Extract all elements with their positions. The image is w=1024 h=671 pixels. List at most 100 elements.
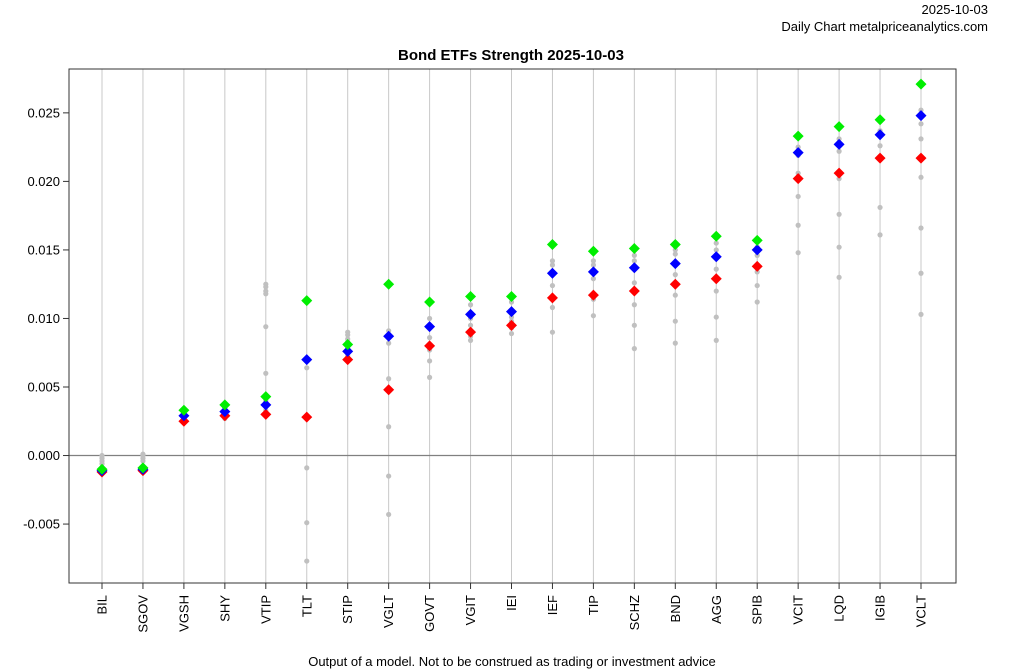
x-tick-label-shy: SHY: [217, 595, 232, 622]
history-point-lqd: [836, 274, 842, 280]
marker-green-stip: [342, 339, 354, 351]
history-point-vclt: [918, 174, 924, 180]
chart-title: Bond ETFs Strength 2025-10-03: [398, 47, 624, 64]
marker-red-igib: [874, 152, 886, 164]
marker-green-shy: [219, 399, 231, 411]
history-point-vcit: [795, 250, 801, 256]
history-point-vglt: [386, 511, 392, 518]
x-tick-label-vgsh: VGSH: [176, 595, 191, 632]
x-tick-label-ief: IEF: [545, 595, 560, 615]
history-point-schz: [631, 302, 637, 308]
marker-blue-schz: [628, 262, 640, 274]
history-point-tlt: [304, 365, 310, 371]
history-point-bnd: [672, 272, 678, 278]
marker-blue-vcit: [792, 147, 804, 159]
history-point-spib: [754, 282, 760, 289]
chart-area: Bond ETFs Strength 2025-10-03 -0.005 0.00…: [23, 47, 957, 633]
history-point-vclt: [918, 270, 924, 276]
history-point-vglt: [386, 473, 392, 479]
marker-blue-vglt: [383, 330, 395, 342]
x-tick-label-lqd: LQD: [832, 595, 847, 622]
history-point-tip: [590, 258, 597, 264]
x-axis: BIL SGOV VGSH SHY VTIP TLT STIP VGLT GOVT VGIT IEI…: [95, 583, 929, 633]
marker-green-vgit: [465, 291, 477, 303]
marker-green-vclt: [915, 78, 927, 90]
history-point-vclt: [918, 121, 924, 127]
marker-blue-ief: [546, 267, 558, 279]
chart-date: 2025-10-03: [921, 2, 989, 17]
history-point-vclt: [918, 225, 924, 231]
marker-blue-bnd: [669, 258, 681, 270]
series-markers: [96, 78, 927, 478]
history-point-vcit: [795, 193, 801, 200]
marker-green-tip: [587, 245, 599, 257]
x-tick-label-tlt: TLT: [299, 595, 314, 617]
history-point-vgit: [467, 302, 474, 308]
history-point-vglt: [386, 376, 392, 382]
marker-blue-iei: [506, 306, 517, 318]
x-tick-label-sgov: SGOV: [135, 595, 150, 633]
history-point-govt: [427, 335, 433, 341]
y-tick-label: 0.020: [27, 174, 60, 189]
history-point-agg: [713, 266, 719, 272]
history-point-igib: [877, 232, 883, 238]
history-point-bnd: [672, 292, 678, 298]
marker-red-stip: [342, 354, 354, 366]
marker-red-vgit: [465, 326, 477, 338]
history-point-schz: [631, 322, 637, 328]
marker-blue-vgit: [465, 308, 477, 320]
history-point-agg: [713, 247, 719, 253]
history-point-vclt: [918, 136, 924, 142]
marker-blue-stip: [342, 345, 354, 357]
history-point-tlt: [304, 520, 310, 526]
marker-blue-tlt: [301, 354, 313, 366]
marker-green-sgov: [137, 462, 149, 474]
marker-blue-govt: [424, 321, 436, 333]
history-point-bnd: [672, 251, 678, 257]
marker-blue-igib: [874, 129, 886, 141]
history-point-lqd: [836, 244, 842, 250]
history-point-schz: [631, 258, 637, 264]
history-point-vgit: [467, 337, 474, 343]
x-tick-label-vclt: VCLT: [914, 595, 929, 627]
history-point-agg: [713, 314, 719, 320]
history-point-vcit: [795, 222, 801, 228]
x-tick-label-bil: BIL: [95, 595, 110, 615]
history-point-vtip: [263, 370, 269, 376]
history-point-vglt: [386, 424, 392, 430]
disclaimer: Output of a model. Not to be construed a…: [308, 654, 716, 669]
y-tick-label: 0.010: [27, 311, 60, 326]
chart-source: Daily Chart metalpriceanalytics.com: [781, 19, 988, 34]
marker-blue-lqd: [833, 138, 845, 150]
plot-border: [68, 68, 957, 584]
history-point-ief: [549, 262, 556, 268]
x-tick-label-schz: SCHZ: [627, 595, 642, 630]
history-point-tip: [590, 313, 597, 319]
x-tick-label-vgit: VGIT: [463, 595, 478, 625]
history-point-ief: [549, 258, 556, 264]
marker-blue-vtip: [260, 399, 272, 411]
marker-green-vglt: [383, 278, 395, 290]
marker-green-bil: [96, 463, 108, 475]
marker-green-tlt: [301, 295, 313, 307]
marker-red-vcit: [792, 173, 804, 185]
history-point-vclt: [918, 311, 924, 317]
history-point-govt: [427, 358, 433, 364]
history-point-igib: [877, 143, 883, 149]
marker-red-spib: [751, 260, 763, 272]
history-point-schz: [631, 280, 637, 286]
marker-green-igib: [874, 114, 886, 126]
marker-green-iei: [506, 291, 517, 303]
history-point-bnd: [672, 340, 678, 346]
history-point-vtip: [263, 291, 269, 297]
marker-green-ief: [546, 238, 558, 250]
history-point-ief: [549, 282, 556, 289]
history-point-spib: [754, 299, 760, 305]
marker-green-schz: [628, 243, 640, 255]
x-tick-label-bnd: BND: [668, 595, 683, 622]
history-point-ief: [549, 329, 556, 335]
marker-red-schz: [628, 285, 640, 297]
history-point-agg: [713, 337, 719, 343]
marker-blue-agg: [710, 251, 722, 263]
x-tick-label-vglt: VGLT: [381, 595, 396, 628]
